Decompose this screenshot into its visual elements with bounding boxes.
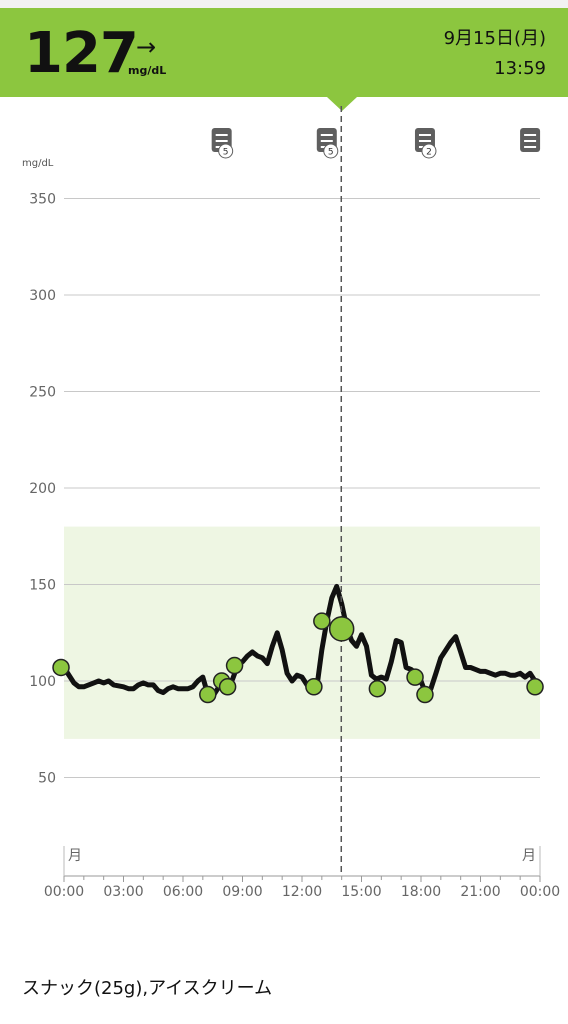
meal-note-text: スナック(25g),アイスクリーム — [22, 978, 273, 999]
reading-time: 13:59 — [494, 58, 546, 79]
scan-reading-point[interactable] — [225, 656, 244, 675]
x-tick-label: 00:00 — [520, 884, 560, 900]
scan-reading-point[interactable] — [406, 668, 424, 686]
y-tick-label: 250 — [29, 385, 56, 401]
glucose-unit: mg/dL — [128, 64, 167, 77]
note-icon[interactable]: 5 — [316, 128, 339, 159]
scan-reading-point[interactable] — [416, 685, 434, 704]
note-icon[interactable]: 5 — [211, 128, 234, 159]
x-tick-label: 18:00 — [401, 884, 441, 900]
day-label-end: 月 — [522, 848, 536, 864]
x-tick-label: 21:00 — [460, 884, 500, 900]
current-reading-header: 127 → mg/dL 9月15日(月) 13:59 — [0, 8, 568, 97]
day-label-start: 月 — [68, 848, 82, 864]
status-bar-edge — [0, 0, 568, 8]
scan-reading-point[interactable] — [305, 678, 323, 696]
note-count-label: 2 — [426, 148, 432, 158]
note-icon[interactable] — [520, 128, 541, 152]
x-tick-label: 15:00 — [341, 884, 381, 900]
target-range-band — [64, 526, 540, 739]
scan-reading-point[interactable] — [368, 679, 387, 698]
note-count-label: 5 — [328, 148, 334, 158]
note-icon[interactable]: 2 — [414, 128, 437, 159]
x-tick-label: 12:00 — [282, 884, 322, 900]
y-tick-label: 50 — [38, 771, 56, 787]
note-count-badge — [218, 143, 234, 159]
x-tick-label: 06:00 — [163, 884, 203, 900]
note-count-label: 5 — [223, 148, 229, 158]
scan-reading-point[interactable] — [199, 685, 217, 704]
scan-reading-point[interactable] — [52, 658, 70, 677]
cursor-pointer — [327, 97, 357, 111]
reading-date: 9月15日(月) — [443, 28, 546, 49]
y-tick-label: 100 — [29, 674, 56, 690]
y-axis-unit-label: mg/dL — [22, 158, 54, 169]
note-count-badge — [323, 143, 339, 159]
y-tick-label: 300 — [29, 288, 56, 304]
x-tick-label: 09:00 — [222, 884, 262, 900]
x-tick-label: 03:00 — [103, 884, 143, 900]
x-tick-label: 00:00 — [44, 884, 84, 900]
glucose-value: 127 — [24, 21, 139, 86]
current-reading-point[interactable] — [328, 616, 355, 642]
y-tick-label: 150 — [29, 578, 56, 594]
y-tick-label: 350 — [29, 192, 56, 208]
y-tick-label: 200 — [29, 481, 56, 497]
scan-reading-point[interactable] — [526, 678, 544, 696]
scan-reading-point[interactable] — [313, 612, 331, 630]
scan-reading-point[interactable] — [218, 678, 237, 696]
note-count-badge — [421, 143, 437, 159]
trend-arrow-icon: → — [136, 33, 157, 61]
